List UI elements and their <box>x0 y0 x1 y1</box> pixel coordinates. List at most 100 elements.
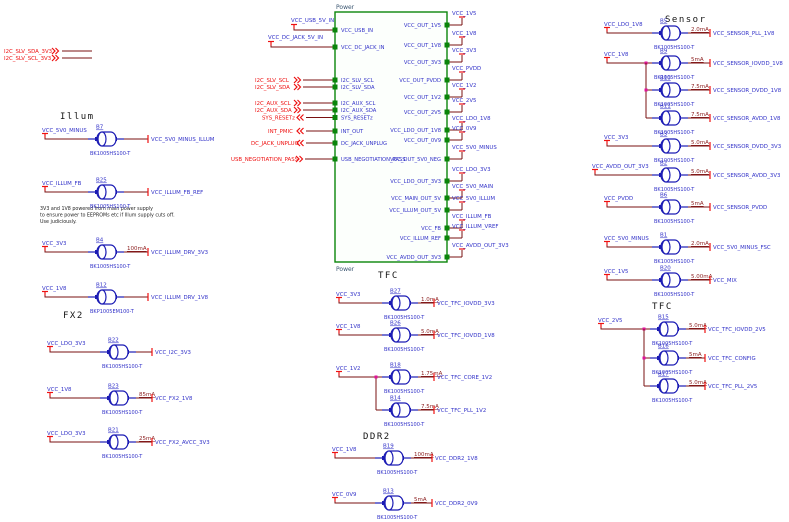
net-label: VCC_TFC_PLL_2V5 <box>708 384 757 390</box>
offsheet-connector-icon[interactable] <box>295 155 304 163</box>
sheet-entry[interactable] <box>332 156 338 162</box>
ferrite-bead-face <box>391 295 401 311</box>
wire <box>270 45 333 48</box>
current-label: 5.0mA <box>691 169 709 175</box>
offsheet-connector-icon[interactable] <box>51 47 60 55</box>
port-label: VCC_USB_IN <box>341 28 373 34</box>
harness-net-label: DC_JACK_UNPLUG <box>251 141 299 147</box>
net-label: VCC_PVDD <box>604 196 633 202</box>
sheet-entry[interactable] <box>332 77 338 83</box>
current-label: 2.0mA <box>691 241 709 247</box>
current-label: 5.00mA <box>691 274 713 280</box>
wire <box>606 144 652 147</box>
net-label: VCC_1V8 <box>452 31 477 37</box>
current-label: 5.0mA <box>691 140 709 146</box>
sheet-entry[interactable] <box>444 178 450 184</box>
ferrite-bead-face <box>659 350 669 366</box>
net-label: VCC_TFC_CONFIG <box>708 356 756 362</box>
sheet-entry[interactable] <box>444 77 450 83</box>
sheet-entry[interactable] <box>444 127 450 133</box>
sheet-entry[interactable] <box>332 27 338 33</box>
net-label: VCC_TFC_IOVDD_3V3 <box>437 301 495 307</box>
sheet-entry[interactable] <box>444 42 450 48</box>
current-label: 100mA <box>414 452 434 458</box>
refdes-label: B23 <box>108 384 119 390</box>
net-label: VCC_1V8 <box>332 447 357 453</box>
part-number: BK1005HS100-T <box>90 264 131 270</box>
net-label: VCC_ILLUM_FB_REF <box>151 190 203 196</box>
junction-dot <box>644 88 648 92</box>
net-label: VCC_DDR2_0V9 <box>435 501 478 507</box>
wire <box>594 173 652 176</box>
net-label: VCC_TFC_IOVDD_2V5 <box>708 327 766 333</box>
ferrite-bead-face <box>97 184 107 200</box>
net-label: VCC_AVDD_OUT_3V3 <box>592 164 649 170</box>
net-label: VCC_AVDD_OUT_3V3 <box>452 243 509 249</box>
current-label: 1.0mA <box>421 297 439 303</box>
offsheet-connector-icon[interactable] <box>296 139 304 147</box>
offsheet-connector-icon[interactable] <box>293 106 302 114</box>
part-number: BK1005HS100-T <box>654 158 695 164</box>
net-label: VCC_3V3 <box>42 241 66 247</box>
part-number: BK1005HS100-T <box>654 259 695 265</box>
sheet-entry[interactable] <box>332 128 338 134</box>
net-label: VCC_ILLUM_DRV_1V8 <box>151 295 209 301</box>
sheet-entry[interactable] <box>332 140 338 146</box>
wire <box>338 301 382 304</box>
refdes-label: B1 <box>660 233 667 239</box>
sheet-entry[interactable] <box>444 225 450 231</box>
sheet-symbol-power[interactable] <box>334 11 448 263</box>
refdes-label: B3 <box>660 132 668 138</box>
sheet-entry[interactable] <box>444 156 450 162</box>
ferrite-bead-face <box>661 167 671 183</box>
sheet-entry[interactable] <box>444 22 450 28</box>
sheet-entry[interactable] <box>444 59 450 65</box>
part-number: BK1005HS100-T <box>652 341 693 347</box>
part-number: BK1005HS100-T <box>377 470 418 476</box>
sheet-entry[interactable] <box>444 235 450 241</box>
ferrite-bead-face <box>661 138 671 154</box>
net-label: VCC_1V8 <box>47 387 72 393</box>
net-label: VCC_MIX <box>713 278 737 284</box>
sheet-entry[interactable] <box>444 94 450 100</box>
sheet-entry[interactable] <box>444 195 450 201</box>
net-label: VCC_5V0_MINUS <box>604 236 649 242</box>
net-label: VCC_3V3 <box>604 135 628 141</box>
net-label: VCC_TFC_CORE_1V2 <box>437 375 492 381</box>
net-label: VCC_ILLUM_VREF <box>452 224 498 230</box>
refdes-label: B10 <box>660 76 671 82</box>
sheet-entry[interactable] <box>444 137 450 143</box>
sheet-entry[interactable] <box>444 109 450 115</box>
current-label: 5mA <box>414 497 427 503</box>
port-label: VCC_OUT_1V2 <box>404 95 441 101</box>
refdes-label: B16 <box>658 344 669 350</box>
sheet-symbol-name: Power <box>336 266 355 273</box>
port-label: VCC_LDO_OUT_3V3 <box>390 179 441 185</box>
current-label: 5.0mA <box>689 380 707 386</box>
port-label: VCC_OUT_5V0_NEG <box>390 157 441 163</box>
offsheet-connector-icon[interactable] <box>293 83 302 91</box>
net-label: VCC_5V0_MAIN <box>452 184 493 190</box>
offsheet-connector-icon[interactable] <box>293 76 302 84</box>
section-title: DDR2 <box>363 432 391 442</box>
offsheet-connector-icon[interactable] <box>293 99 302 107</box>
sheet-entry[interactable] <box>332 107 338 113</box>
refdes-label: B22 <box>108 338 119 344</box>
wire <box>49 350 100 353</box>
sheet-entry[interactable] <box>332 44 338 50</box>
refdes-label: B26 <box>390 321 401 327</box>
sheet-entry[interactable] <box>444 207 450 213</box>
part-number: BK1005HS100-T <box>102 364 143 370</box>
port-label: VCC_OUT_1V8 <box>404 43 441 49</box>
current-label: 2.0mA <box>691 27 709 33</box>
offsheet-connector-icon[interactable] <box>296 114 304 121</box>
sheet-entry[interactable] <box>332 100 338 106</box>
sheet-entry[interactable] <box>332 84 338 90</box>
sheet-entry[interactable] <box>332 115 338 120</box>
offsheet-connector-icon[interactable] <box>51 54 60 62</box>
net-label: VCC_3V3 <box>336 292 360 298</box>
offsheet-connector-icon[interactable] <box>296 127 304 135</box>
sheet-entry[interactable] <box>444 254 450 260</box>
